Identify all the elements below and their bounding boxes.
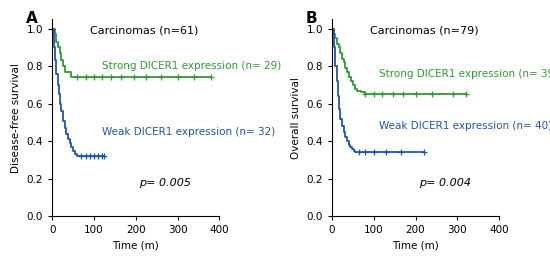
- Text: Weak DICER1 expression (n= 40): Weak DICER1 expression (n= 40): [379, 121, 550, 131]
- Text: Strong DICER1 expression (n= 39): Strong DICER1 expression (n= 39): [379, 69, 550, 79]
- Text: B: B: [305, 11, 317, 26]
- Y-axis label: Disease-free survival: Disease-free survival: [11, 63, 21, 173]
- Y-axis label: Overall survival: Overall survival: [291, 77, 301, 159]
- X-axis label: Time (m): Time (m): [112, 241, 159, 251]
- Text: Carcinomas (n=61): Carcinomas (n=61): [90, 25, 199, 35]
- Text: Carcinomas (n=79): Carcinomas (n=79): [370, 25, 478, 35]
- Text: A: A: [25, 11, 37, 26]
- X-axis label: Time (m): Time (m): [392, 241, 439, 251]
- Text: p= 0.005: p= 0.005: [139, 178, 191, 188]
- Text: p= 0.004: p= 0.004: [419, 178, 471, 188]
- Text: Strong DICER1 expression (n= 29): Strong DICER1 expression (n= 29): [102, 62, 282, 72]
- Text: Weak DICER1 expression (n= 32): Weak DICER1 expression (n= 32): [102, 127, 276, 137]
